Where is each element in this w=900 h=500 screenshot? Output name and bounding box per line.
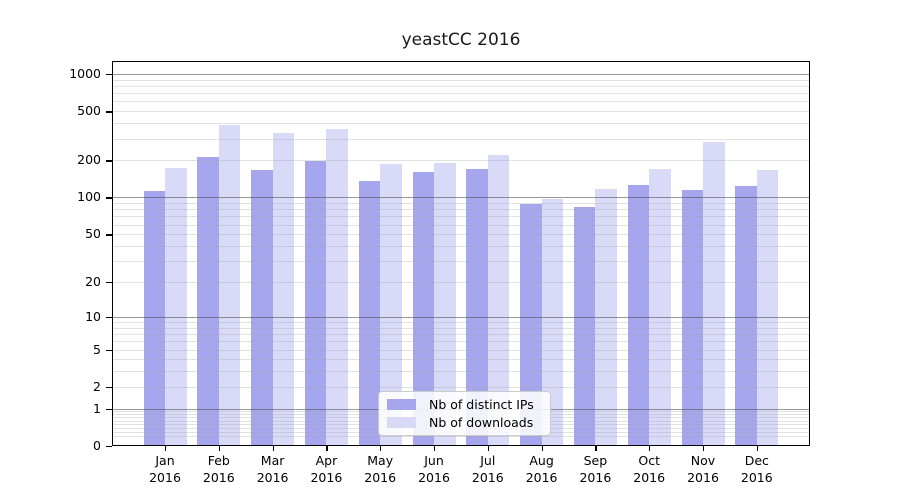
bar-ips-oct bbox=[627, 184, 650, 446]
x-ticklabel-jan: Jan 2016 bbox=[149, 453, 181, 485]
bar-ips-jul bbox=[466, 169, 488, 446]
bar-downloads-jun bbox=[434, 163, 456, 446]
y-ticklabel-20: 20 bbox=[85, 274, 101, 290]
y-tickmark-5 bbox=[106, 349, 112, 351]
bar-downloads-oct bbox=[649, 169, 671, 446]
x-axis: Jan 2016 Feb 2016 Mar 2016 Apr 2016 May 2016 Jun 20… bbox=[112, 446, 810, 496]
legend-swatch-distinct-ips bbox=[387, 399, 416, 411]
x-tickmark-sep bbox=[595, 446, 597, 451]
x-ticklabel-jul: Jul 2016 bbox=[471, 453, 504, 485]
bar-downloads-jan bbox=[165, 167, 187, 446]
bar-downloads-sep bbox=[595, 188, 617, 446]
legend-swatch-downloads bbox=[387, 416, 416, 428]
y-tickmark-500 bbox=[106, 111, 112, 113]
y-ticklabel-200: 200 bbox=[77, 152, 101, 168]
y-tickmark-2 bbox=[106, 386, 112, 389]
y-tickmark-200 bbox=[106, 160, 112, 162]
bar-ips-nov bbox=[681, 189, 703, 446]
y-tickmark-1000 bbox=[106, 73, 112, 76]
x-tickmark-aug bbox=[541, 446, 543, 451]
y-ticklabel-50: 50 bbox=[85, 226, 101, 242]
legend-label-distinct-ips: Nb of distinct IPs bbox=[429, 397, 534, 413]
bar-downloads-mar bbox=[272, 133, 295, 446]
bar-downloads-apr bbox=[326, 129, 348, 446]
x-ticklabel-dec: Dec 2016 bbox=[740, 453, 773, 485]
bar-downloads-nov bbox=[703, 142, 725, 446]
x-tickmark-mar bbox=[272, 446, 274, 451]
bar-downloads-may bbox=[380, 164, 402, 446]
y-ticklabel-0: 0 bbox=[93, 438, 101, 453]
y-ticklabel-10: 10 bbox=[85, 308, 101, 324]
x-ticklabel-feb: Feb 2016 bbox=[202, 453, 235, 485]
x-ticklabel-mar: Mar 2016 bbox=[256, 453, 289, 485]
bar-ips-jan bbox=[143, 191, 165, 446]
x-tickmark-oct bbox=[649, 446, 651, 451]
bar-ips-mar bbox=[251, 169, 273, 446]
x-ticklabel-apr: Apr 2016 bbox=[310, 453, 343, 485]
x-ticklabel-oct: Oct 2016 bbox=[633, 453, 666, 485]
legend-item-distinct-ips: Nb of distinct IPs bbox=[387, 397, 542, 412]
bars-layer bbox=[112, 61, 810, 446]
x-tickmark-dec bbox=[756, 446, 759, 451]
bar-downloads-feb bbox=[218, 125, 241, 446]
legend: Nb of distinct IPs Nb of downloads bbox=[378, 391, 551, 436]
y-ticklabel-1: 1 bbox=[93, 400, 101, 416]
bar-ips-feb bbox=[197, 157, 219, 446]
legend-label-downloads: Nb of downloads bbox=[429, 414, 534, 430]
bar-ips-may bbox=[358, 180, 381, 446]
x-tickmark-jun bbox=[434, 446, 436, 451]
y-tickmark-50 bbox=[106, 234, 112, 236]
y-ticklabel-5: 5 bbox=[93, 341, 101, 357]
y-tickmark-1 bbox=[106, 408, 112, 410]
y-tickmark-10 bbox=[106, 316, 112, 319]
x-ticklabel-may: May 2016 bbox=[364, 453, 397, 485]
bar-ips-aug bbox=[520, 204, 542, 446]
x-tickmark-may bbox=[380, 446, 382, 451]
y-axis: 0 1 2 5 10 20 50 100 200 500 1000 bbox=[0, 61, 112, 453]
bar-downloads-jul bbox=[487, 155, 510, 446]
y-tickmark-0 bbox=[106, 446, 112, 448]
y-ticklabel-500: 500 bbox=[77, 103, 101, 119]
y-tickmark-20 bbox=[106, 282, 112, 284]
x-tickmark-apr bbox=[326, 446, 328, 451]
x-ticklabel-nov: Nov 2016 bbox=[687, 453, 719, 485]
bar-downloads-aug bbox=[541, 198, 564, 446]
x-tickmark-feb bbox=[218, 446, 221, 451]
x-ticklabel-sep: Sep 2016 bbox=[579, 453, 612, 485]
x-tickmark-jul bbox=[487, 446, 490, 451]
x-ticklabel-jun: Jun 2016 bbox=[418, 453, 450, 485]
bar-ips-apr bbox=[304, 160, 327, 446]
plot-area bbox=[112, 61, 810, 446]
x-tickmark-nov bbox=[703, 446, 705, 451]
x-tickmark-jan bbox=[165, 446, 167, 451]
y-ticklabel-1000: 1000 bbox=[69, 65, 101, 81]
bar-ips-sep bbox=[573, 206, 596, 446]
y-tickmark-100 bbox=[106, 197, 112, 199]
y-ticklabel-100: 100 bbox=[77, 189, 101, 205]
legend-item-downloads: Nb of downloads bbox=[387, 415, 542, 430]
bar-downloads-dec bbox=[756, 170, 779, 446]
bar-ips-dec bbox=[735, 185, 757, 446]
chart-title: yeastCC 2016 bbox=[401, 30, 521, 50]
x-ticklabel-aug: Aug 2016 bbox=[525, 453, 558, 485]
y-ticklabel-2: 2 bbox=[93, 378, 101, 394]
bar-ips-jun bbox=[412, 172, 434, 446]
